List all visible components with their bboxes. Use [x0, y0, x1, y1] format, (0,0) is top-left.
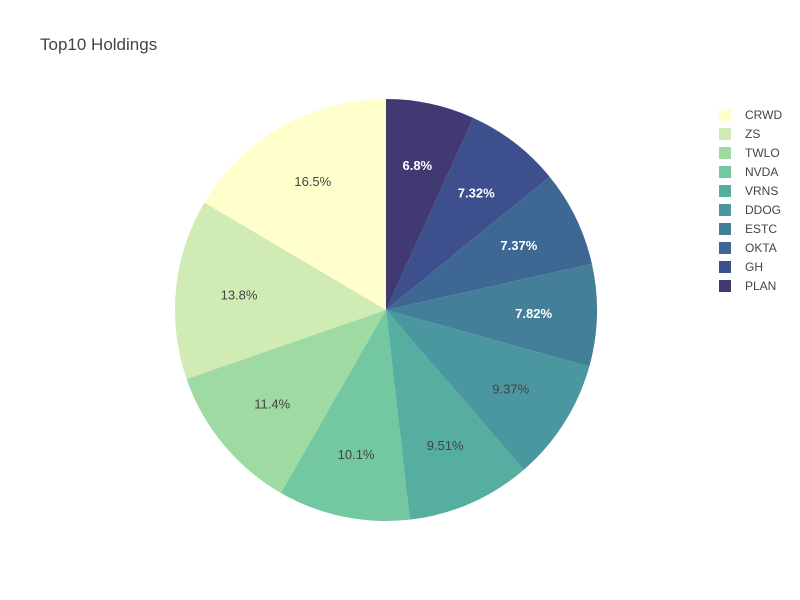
legend-label-okta: OKTA — [745, 241, 777, 255]
legend-item-estc[interactable]: ESTC — [719, 222, 777, 236]
legend-label-plan: PLAN — [745, 279, 776, 293]
slice-label-ddog: 9.37% — [492, 382, 529, 397]
legend-item-gh[interactable]: GH — [719, 260, 763, 274]
legend-swatch-gh — [719, 261, 731, 273]
legend-swatch-okta — [719, 242, 731, 254]
pie-slice-twlo[interactable] — [186, 310, 386, 493]
legend-label-vrns: VRNS — [745, 184, 778, 198]
chart-title: Top10 Holdings — [40, 35, 157, 54]
legend-swatch-estc — [719, 223, 731, 235]
pie-slice-nvda[interactable] — [280, 310, 410, 521]
pie-slice-ddog[interactable] — [386, 310, 590, 470]
slice-label-plan: 6.8% — [402, 158, 432, 173]
slice-label-gh: 7.32% — [458, 186, 495, 201]
pie-slice-plan[interactable] — [386, 99, 474, 310]
legend-swatch-plan — [719, 280, 731, 292]
legend-item-vrns[interactable]: VRNS — [719, 184, 778, 198]
legend-label-crwd: CRWD — [745, 108, 782, 122]
legend-label-twlo: TWLO — [745, 146, 780, 160]
legend-item-ddog[interactable]: DDOG — [719, 203, 781, 217]
pie-slice-crwd[interactable] — [204, 99, 386, 310]
slice-label-zs: 13.8% — [221, 288, 258, 303]
slice-label-twlo: 11.4% — [254, 397, 290, 412]
pie-slices — [174, 99, 598, 521]
legend: CRWD ZS TWLO NVDA VRNS DDOG ESTC OKTA GH PLAN — [719, 108, 782, 293]
legend-swatch-twlo — [719, 147, 731, 159]
pie-slice-vrns[interactable] — [386, 310, 524, 520]
pie-slice-labels: 16.5% 13.8% 11.4% 10.1% 9.51% 9.37% 7.82% 7.37%… — [221, 158, 553, 462]
slice-label-vrns: 9.51% — [427, 438, 464, 453]
slice-label-crwd: 16.5% — [294, 174, 331, 189]
legend-label-ddog: DDOG — [745, 203, 781, 217]
legend-item-zs[interactable]: ZS — [719, 127, 760, 141]
pie-slice-okta[interactable] — [386, 176, 592, 310]
pie-slice-estc[interactable] — [386, 263, 598, 367]
legend-swatch-nvda — [719, 166, 731, 178]
slice-label-okta: 7.37% — [500, 238, 537, 253]
legend-label-gh: GH — [745, 260, 763, 274]
legend-item-crwd[interactable]: CRWD — [719, 108, 782, 122]
legend-label-zs: ZS — [745, 127, 760, 141]
slice-label-nvda: 10.1% — [338, 447, 375, 462]
legend-swatch-vrns — [719, 185, 731, 197]
legend-label-nvda: NVDA — [745, 165, 778, 179]
legend-item-okta[interactable]: OKTA — [719, 241, 777, 255]
legend-swatch-ddog — [719, 204, 731, 216]
legend-swatch-zs — [719, 128, 731, 140]
legend-item-nvda[interactable]: NVDA — [719, 165, 778, 179]
legend-label-estc: ESTC — [745, 222, 777, 236]
pie-slice-zs[interactable] — [174, 202, 386, 380]
legend-item-plan[interactable]: PLAN — [719, 279, 776, 293]
legend-swatch-crwd — [719, 109, 731, 121]
pie-slice-gh[interactable] — [386, 117, 550, 310]
slice-label-estc: 7.82% — [515, 306, 552, 321]
legend-item-twlo[interactable]: TWLO — [719, 146, 780, 160]
